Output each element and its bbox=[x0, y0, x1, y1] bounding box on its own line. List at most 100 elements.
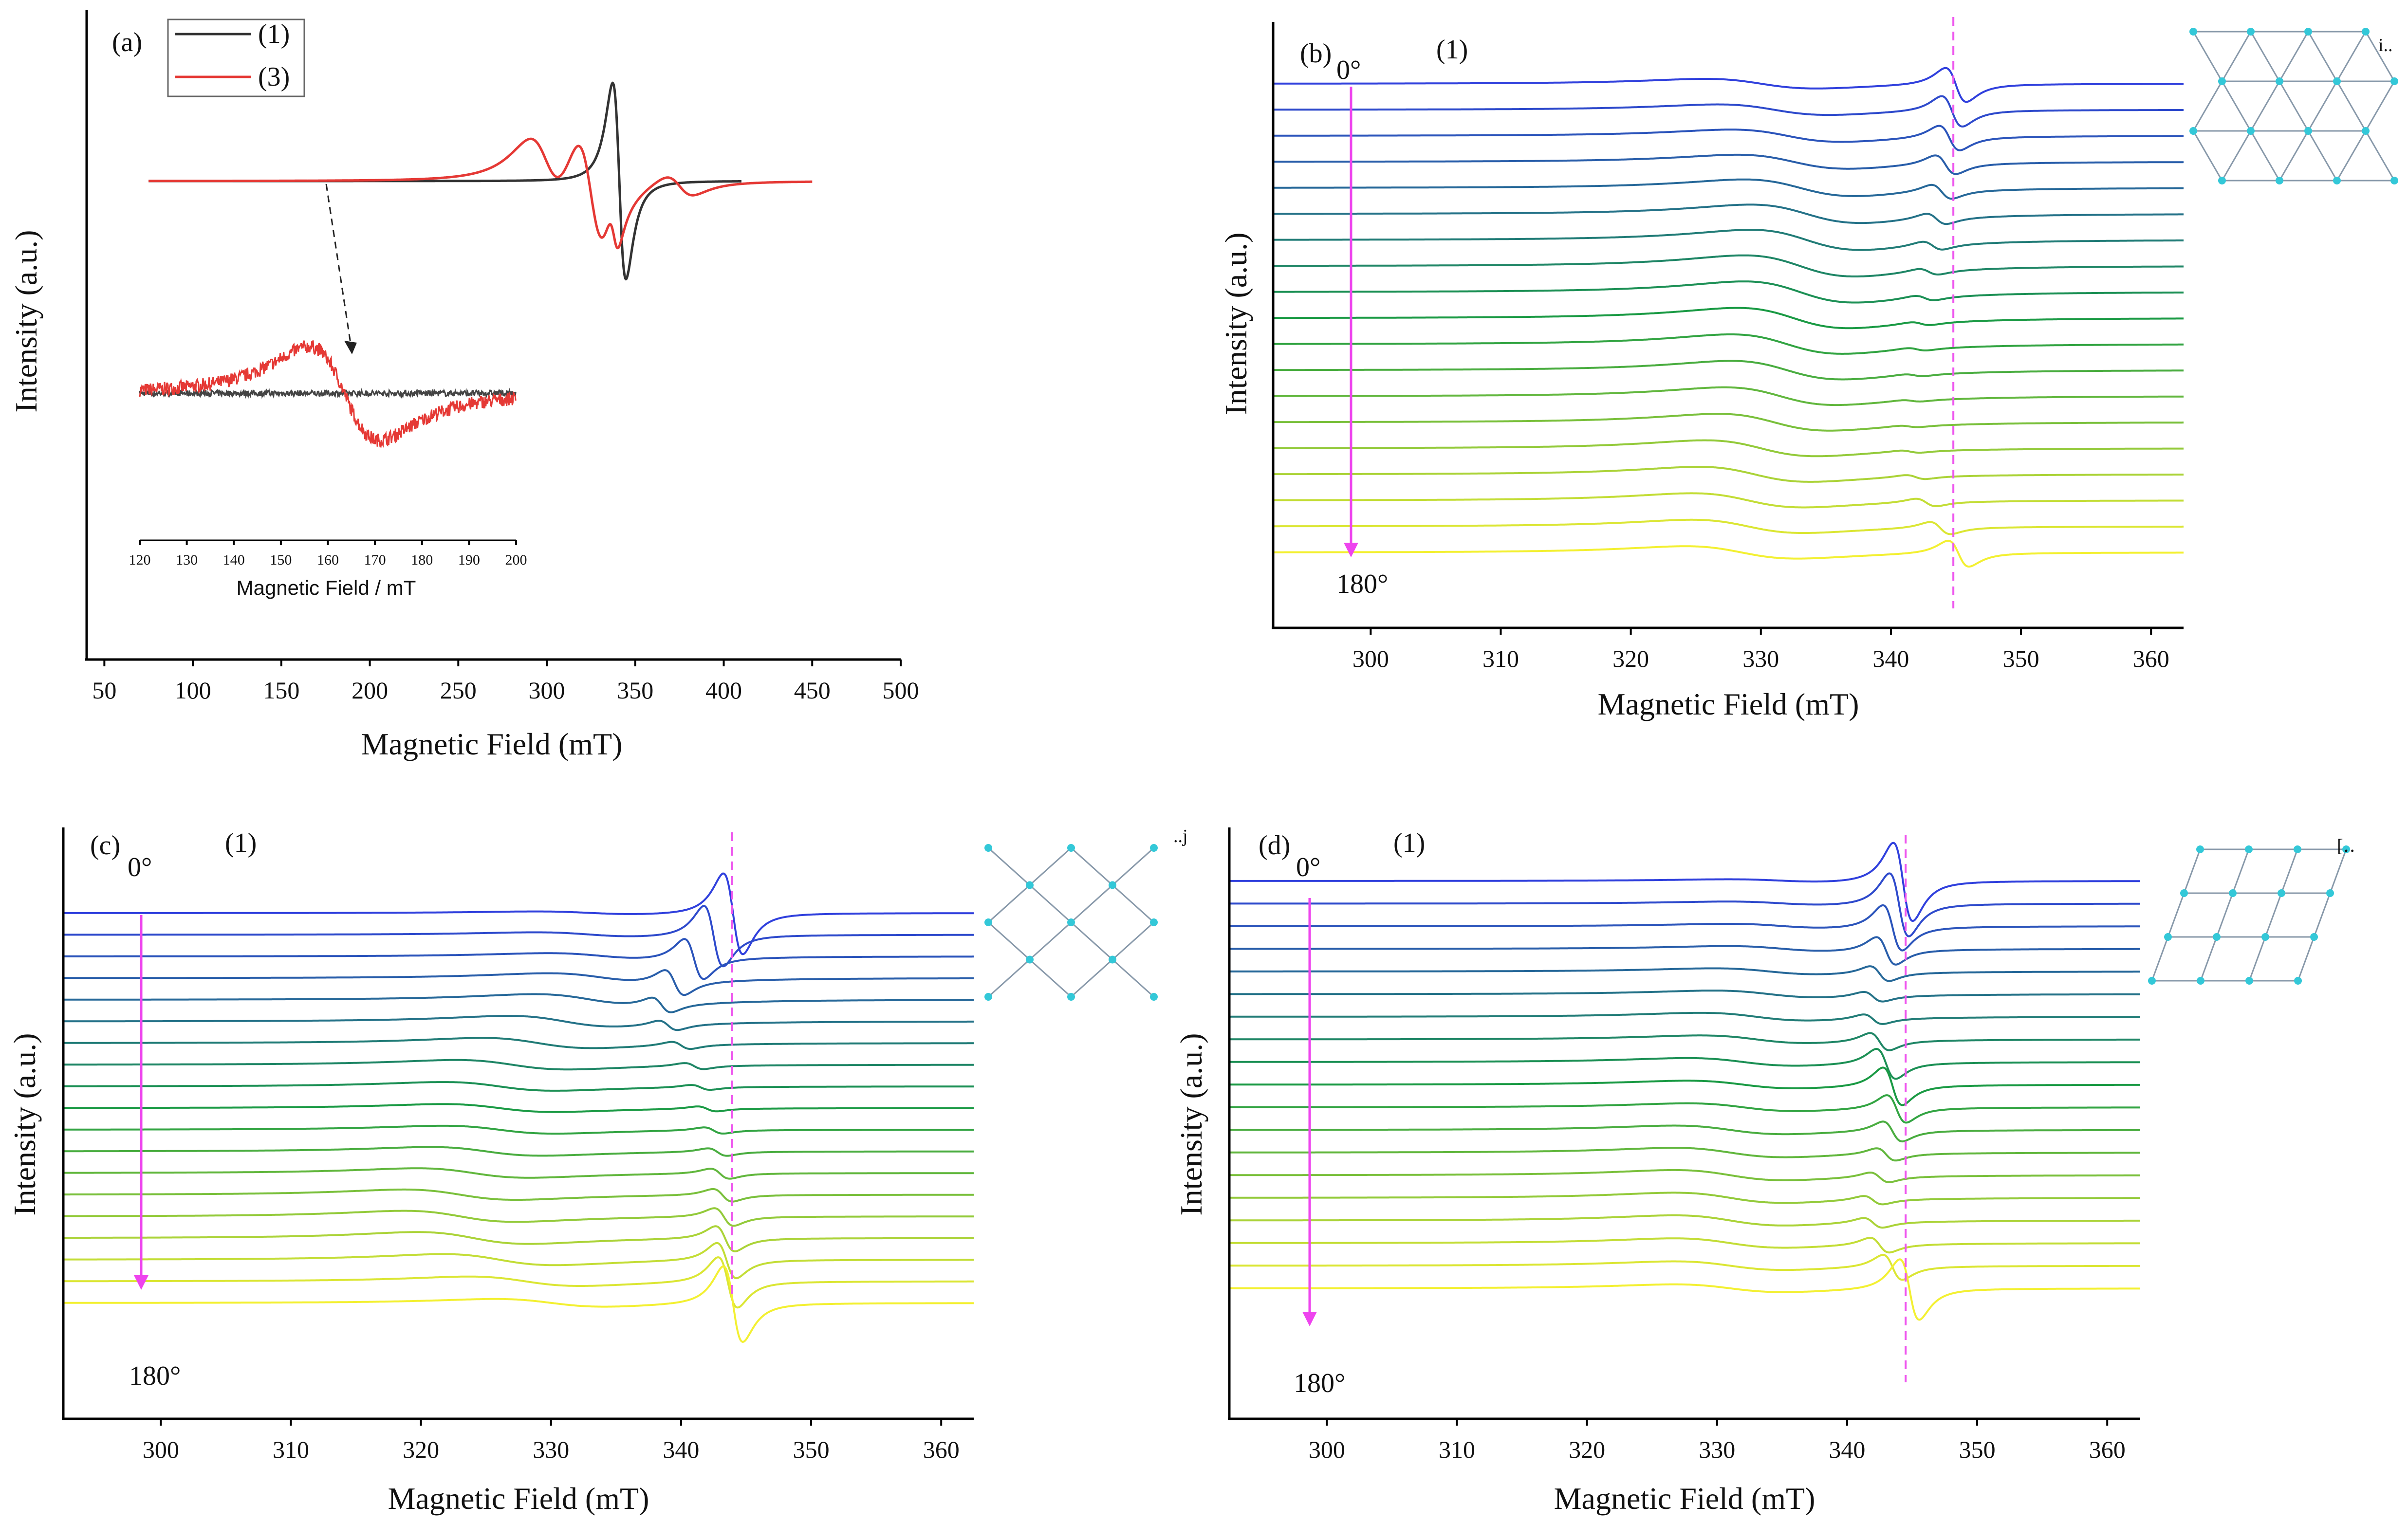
panel-c-spectrum bbox=[63, 1103, 974, 1113]
panel-c-lattice-node bbox=[1026, 955, 1034, 964]
panel-a-legend-box bbox=[167, 18, 305, 97]
panel-d-lattice-node bbox=[2294, 845, 2301, 853]
panel-a-x-tick-label: 450 bbox=[794, 677, 831, 704]
panel-c-sample-label: (1) bbox=[225, 828, 257, 858]
panel-b-lattice-marker: i.. bbox=[2378, 35, 2393, 55]
panel-b-lattice-node bbox=[2247, 28, 2255, 36]
panel-c-spectrum bbox=[63, 872, 974, 955]
panel-a-inset-x-tick-label: 150 bbox=[270, 552, 292, 568]
panel-d-lattice-node bbox=[2310, 933, 2318, 941]
panel-d-x-tick-label: 310 bbox=[1439, 1436, 1475, 1463]
panel-b-lattice-bond bbox=[2250, 130, 2280, 181]
panel-c-label: (c) bbox=[90, 830, 120, 861]
panel-a-x-tick-label: 250 bbox=[440, 677, 477, 704]
panel-c-lattice-bond bbox=[987, 959, 1031, 998]
panel-d-lattice-bond bbox=[2248, 936, 2266, 981]
panel-d-spectrum bbox=[1229, 990, 2140, 1003]
panel-d-spectrum bbox=[1229, 965, 2140, 982]
panel-b-lattice-bond bbox=[2192, 31, 2223, 82]
panel-a-inset-x-tick-label: 200 bbox=[505, 552, 527, 568]
panel-d-lattice-node bbox=[2197, 977, 2204, 985]
panel-b-lattice-bond bbox=[2221, 130, 2252, 181]
panel-c-lattice-bond bbox=[1070, 959, 1113, 998]
panel-a-x-tick-label: 300 bbox=[529, 677, 565, 704]
panel-b-lattice-bond bbox=[2278, 130, 2309, 181]
panel-a-inset-series-1 bbox=[139, 387, 517, 399]
panel-c-lattice-bond bbox=[1111, 921, 1155, 960]
panel-b-lattice-bond bbox=[2192, 81, 2223, 131]
panel-d-spectrum bbox=[1229, 1032, 2140, 1051]
panel-b-spectrum bbox=[1273, 254, 2184, 277]
panel-b-lattice-bond bbox=[2307, 81, 2338, 131]
panel-c-lattice-bond bbox=[1111, 847, 1155, 886]
panel-b-x-tick-label: 310 bbox=[1482, 645, 1519, 672]
panel-c-lattice-node bbox=[1067, 844, 1075, 852]
panel-d-lattice-bond bbox=[2167, 893, 2185, 937]
panel-c-lattice-node bbox=[1067, 993, 1075, 1001]
panel-b-start-angle: 0° bbox=[1336, 55, 1361, 85]
panel-b-spectrum bbox=[1273, 95, 2184, 128]
panel-a-x-tick-label: 100 bbox=[175, 677, 211, 704]
panel-b-sample-label: (1) bbox=[1436, 35, 1468, 65]
panel-d-lattice-node bbox=[2278, 889, 2285, 897]
panel-b-end-angle: 180° bbox=[1336, 569, 1388, 599]
panel-b-spectrum bbox=[1273, 439, 2184, 458]
panel-d-lattice-node bbox=[2148, 977, 2156, 985]
panel-b-lattice-node bbox=[2189, 28, 2197, 36]
panel-c-spectrum bbox=[63, 938, 974, 980]
panel-a-x-tick-label: 150 bbox=[263, 677, 299, 704]
panel-c-spectrum bbox=[63, 1265, 974, 1343]
panel-c-spectrum bbox=[63, 1146, 974, 1157]
panel-a-x-tick-label: 500 bbox=[883, 677, 919, 704]
panel-d-x-tick-label: 360 bbox=[2089, 1436, 2126, 1463]
panel-d: (d) 0° (1) 180° 300 310 320 330 340 350 360 Ma… bbox=[1174, 827, 2355, 1516]
panel-b-lattice-bond bbox=[2336, 130, 2367, 181]
panel-a-inset-x-tick-label: 180 bbox=[411, 552, 433, 568]
panel-c-lattice-bond bbox=[1029, 884, 1072, 923]
panel-a-inset-series-3 bbox=[139, 340, 517, 448]
panel-a-label: (a) bbox=[112, 27, 142, 57]
panel-b-x-tick-label: 300 bbox=[1352, 645, 1389, 672]
panel-d-x-ticks: 300 310 320 330 340 350 360 bbox=[1309, 1419, 2126, 1463]
panel-d-spectrum bbox=[1229, 1258, 2140, 1321]
panel-b-lattice-bond bbox=[2192, 130, 2223, 181]
panel-d-lattice-bond bbox=[2151, 936, 2169, 981]
panel-a-zoom-arrow bbox=[325, 183, 352, 344]
panel-a-legend-text-1: (1) bbox=[258, 19, 290, 49]
panel-d-lattice-bond bbox=[2280, 849, 2298, 894]
panel-d-spectra bbox=[1229, 842, 2140, 1321]
panel-c-end-angle: 180° bbox=[129, 1361, 181, 1391]
panel-d-lattice-node bbox=[2342, 845, 2350, 853]
panel-b-lattice-bond bbox=[2250, 81, 2280, 131]
panel-d-spectrum bbox=[1229, 1047, 2140, 1080]
panel-b-lattice-bond bbox=[2365, 81, 2395, 131]
panel-b-angle-arrowhead bbox=[1344, 543, 1358, 557]
panel-b-lattice-bond bbox=[2250, 31, 2280, 82]
panel-a-x-tick-label: 400 bbox=[705, 677, 742, 704]
panel-a-inset-x-tick-label: 140 bbox=[223, 552, 245, 568]
panel-c-lattice-node bbox=[1109, 955, 1116, 964]
panel-c-lattice-node bbox=[1067, 918, 1075, 926]
panel-d-spectrum bbox=[1229, 842, 2140, 922]
panel-d-x-tick-label: 340 bbox=[1829, 1436, 1865, 1463]
panel-c-spectrum bbox=[63, 969, 974, 996]
panel-d-lattice-icon: [‥ bbox=[2148, 836, 2355, 985]
panel-d-sample-label: (1) bbox=[1393, 828, 1425, 858]
panel-b-spectrum bbox=[1273, 413, 2184, 432]
panel-c-x-tick-label: 310 bbox=[273, 1436, 309, 1463]
panel-a-inset-xlabel: Magnetic Field / mT bbox=[237, 576, 416, 599]
panel-c-lattice-bond bbox=[1070, 921, 1113, 960]
panel-d-lattice-node bbox=[2294, 977, 2302, 985]
panel-c-lattice-bond bbox=[987, 847, 1031, 886]
panel-b-lattice-bond bbox=[2336, 81, 2367, 131]
panel-a-legend: (1) (3) bbox=[167, 18, 305, 97]
panel-b-spectrum bbox=[1273, 125, 2184, 151]
panel-d-lattice-bond bbox=[2200, 936, 2218, 981]
panel-a: (a) (1) (3) 120 130 140 150 160 170 180 190 200 … bbox=[9, 10, 919, 761]
panel-b-lattice-node bbox=[2390, 77, 2398, 85]
panel-c-spectrum bbox=[63, 1037, 974, 1050]
panel-b-lattice-node bbox=[2362, 127, 2370, 135]
panel-b-spectrum bbox=[1273, 360, 2184, 381]
panel-b-spectrum bbox=[1273, 153, 2184, 175]
panel-c-x-ticks: 300 310 320 330 340 350 360 bbox=[143, 1419, 960, 1463]
